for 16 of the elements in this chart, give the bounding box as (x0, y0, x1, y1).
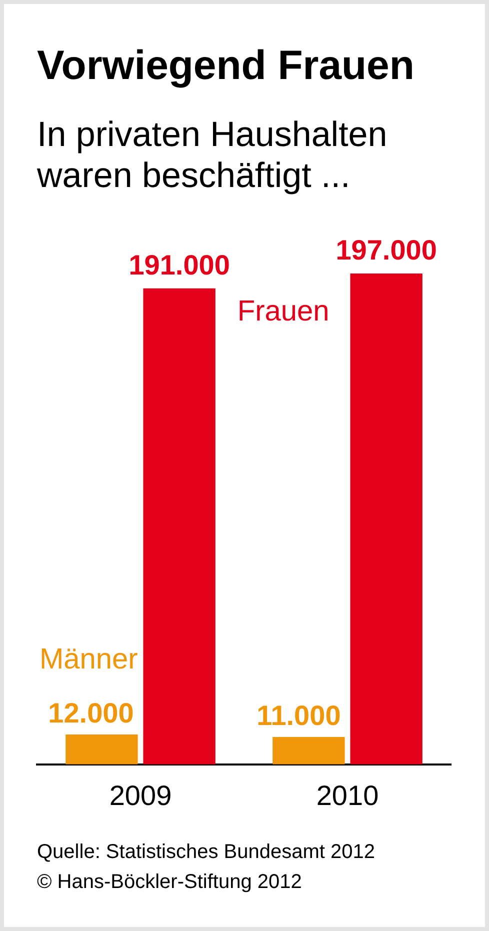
x-tick-label: 2009 (109, 780, 172, 811)
text: © Hans-Böckler-Stiftung 2012 (37, 870, 303, 895)
bar (350, 273, 422, 764)
bar (66, 734, 138, 764)
data-label: 191.000 (128, 249, 230, 280)
bar (143, 288, 216, 764)
data-label: 11.000 (256, 700, 341, 731)
text: Männer (39, 643, 138, 676)
chart-title: Vorwiegend Frauen (37, 42, 414, 88)
chart-subtitle: In privaten Haushalten waren beschäftigt ... (37, 114, 388, 196)
data-label: 12.000 (48, 697, 134, 728)
source-note: Quelle: Statistisches Bundesamt 2012 (37, 840, 375, 865)
series-label: Frauen (237, 295, 330, 328)
x-tick-label: 2010 (316, 780, 379, 811)
data-label: 197.000 (336, 234, 437, 266)
bar (272, 736, 345, 764)
